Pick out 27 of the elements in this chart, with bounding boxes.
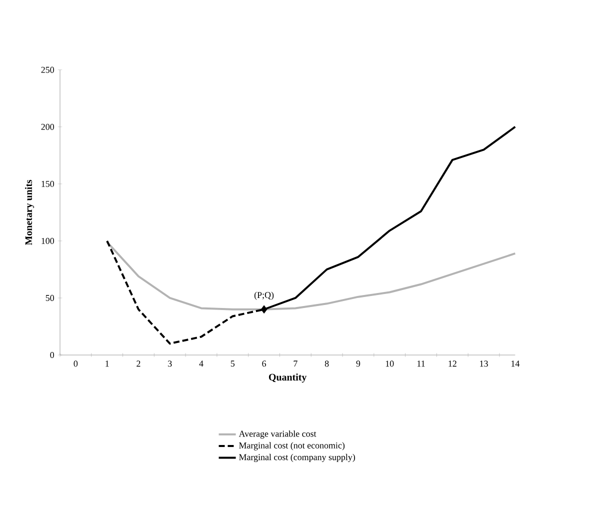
x-tick-label: 0	[74, 360, 78, 367]
y-tick-label: 200	[41, 124, 54, 130]
x-tick-label: 1	[106, 360, 109, 367]
y-tick-label: 250	[41, 66, 54, 73]
x-tick-label: 5	[230, 360, 235, 367]
x-tick-label: 6	[262, 360, 266, 367]
x-tick-label: 10	[386, 360, 394, 367]
x-tick-label: 11	[417, 360, 425, 367]
y-tick-label: 150	[42, 180, 54, 187]
legend-label: Average variable cost	[238, 430, 316, 439]
y-tick-label: 0	[50, 352, 54, 358]
x-tick-label: 3	[168, 360, 172, 367]
x-tick-label: 7	[294, 360, 298, 367]
x-axis-title: Quantity	[268, 374, 307, 383]
legend-label: Marginal cost (not economic)	[239, 442, 345, 450]
y-tick-label: 100	[42, 238, 54, 244]
x-tick-label: 14	[511, 360, 520, 367]
x-tick-label: 4	[199, 360, 204, 367]
y-tick-label: 50	[46, 294, 54, 301]
x-tick-label: 13	[480, 360, 488, 367]
x-tick-label: 8	[324, 360, 329, 367]
x-tick-label: 12	[448, 360, 456, 367]
x-tick-label: 2	[136, 360, 140, 367]
annotation: (P;Q)	[254, 292, 274, 300]
x-tick-label: 9	[356, 360, 360, 367]
y-axis-title: Monetary units	[24, 180, 34, 246]
legend-label: Marginal cost (company supply)	[239, 454, 356, 462]
